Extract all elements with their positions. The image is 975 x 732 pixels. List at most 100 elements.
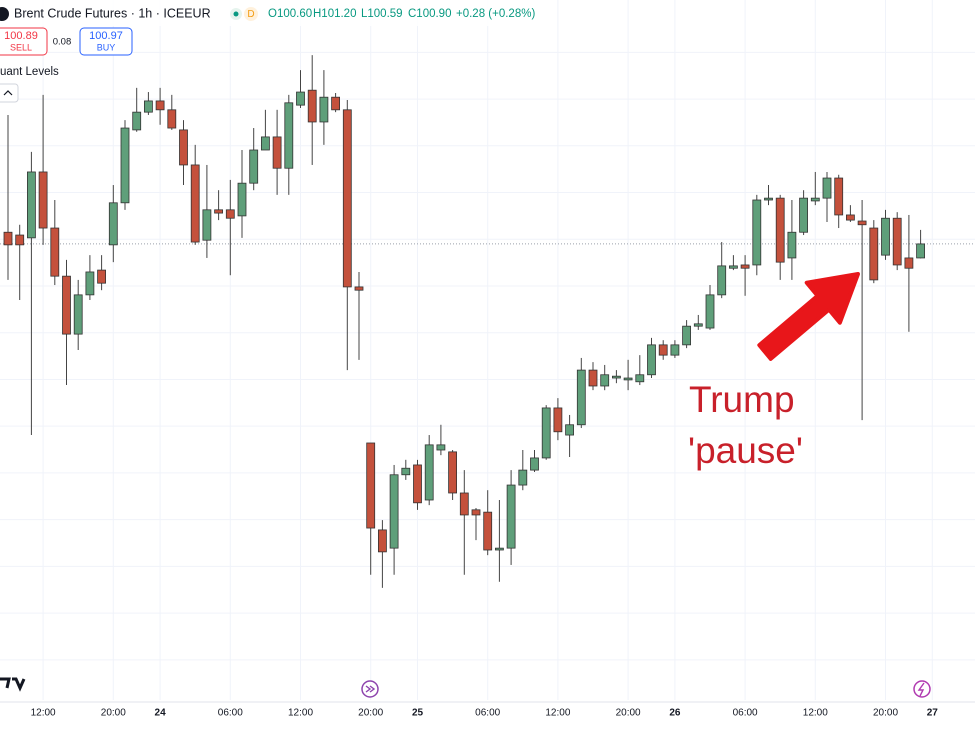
candle-body: [190, 164, 200, 243]
collapse-button[interactable]: [0, 83, 19, 103]
annotation-line: 'pause': [688, 430, 803, 471]
candle-body: [26, 171, 36, 239]
candle-body: [658, 344, 668, 356]
x-tick-label: 12:00: [803, 708, 828, 719]
candle-body: [85, 271, 95, 296]
indicator-name: Quant Levels: [0, 66, 59, 78]
candle-body: [869, 227, 879, 281]
candle-body: [331, 96, 341, 111]
candle-body: [62, 275, 71, 335]
tv-logo: [0, 677, 26, 692]
candle-body: [729, 265, 738, 269]
candle-body: [3, 231, 13, 246]
candle-body: [553, 407, 563, 433]
candle-body: [249, 149, 259, 184]
candle-body: [354, 286, 364, 291]
x-tick-label: 12:00: [545, 708, 570, 719]
sell-button[interactable]: 100.89 SELL: [0, 27, 48, 56]
candle-body: [530, 457, 539, 471]
market-status: D: [247, 9, 254, 20]
candle-body: [179, 129, 188, 166]
candle-body: [541, 407, 551, 459]
candle-body: [810, 197, 820, 202]
candle-body: [132, 111, 142, 131]
candle-body: [471, 509, 481, 516]
ohlc-low: L100.59: [361, 8, 403, 20]
buy-button[interactable]: 100.97 BUY: [79, 27, 133, 56]
x-tick-label: 06:00: [475, 708, 500, 719]
candle-body: [202, 209, 212, 241]
symbol-title: Brent Crude Futures · 1h · ICEEUR: [14, 6, 211, 20]
buy-price[interactable]: 100.97: [89, 30, 123, 42]
candles: [3, 55, 925, 588]
candle-body: [38, 171, 48, 229]
x-tick-label: 27: [927, 708, 939, 719]
candle-body: [787, 231, 797, 259]
candle-body: [600, 374, 610, 387]
collapse-icon[interactable]: [3, 90, 13, 96]
x-tick-label: 26: [669, 708, 681, 719]
candle-body: [846, 214, 855, 221]
header-bg: [0, 0, 540, 26]
candle-body: [377, 529, 387, 553]
event-glyph[interactable]: [365, 685, 376, 693]
candle-body: [272, 136, 282, 169]
event-icon[interactable]: [913, 680, 931, 698]
candle-body: [576, 369, 586, 426]
x-tick-label: 20:00: [616, 708, 641, 719]
ohlc-open: O100.60: [268, 8, 312, 20]
candle-body: [143, 100, 153, 113]
candle-body: [413, 464, 422, 504]
candle-body: [565, 424, 574, 436]
candle-body: [424, 444, 434, 501]
candle-body: [73, 294, 83, 335]
candle-body: [260, 136, 270, 151]
sell-box[interactable]: [0, 27, 48, 56]
x-axis: 12:00 20:00 24 06:00 12:00 20:00 25 06:00 12:00 2…: [31, 708, 939, 719]
candle-body: [647, 344, 656, 376]
ohlc-change: +0.28 (+0.28%): [456, 8, 535, 20]
market-status-badge: [244, 7, 258, 21]
candle-body: [916, 243, 925, 259]
candle-body: [775, 197, 785, 263]
event-circle[interactable]: [913, 680, 931, 698]
x-tick-label: 12:00: [288, 708, 313, 719]
candle-body: [717, 265, 727, 296]
candle-body: [834, 177, 844, 216]
candle-body: [389, 474, 399, 549]
sell-price[interactable]: 100.89: [4, 30, 38, 42]
candle-body: [307, 89, 317, 123]
candle-body: [401, 467, 411, 476]
candle-body: [623, 377, 633, 381]
candle-body: [904, 257, 914, 269]
candle-body: [319, 96, 329, 123]
candle-body: [483, 511, 493, 551]
buy-box[interactable]: [79, 27, 133, 56]
buy-label[interactable]: BUY: [97, 42, 116, 52]
x-tick-label: 25: [412, 708, 424, 719]
x-tick-label: 20:00: [358, 708, 383, 719]
candle-body: [764, 197, 773, 201]
candle-body: [752, 199, 762, 266]
candle-body: [705, 294, 715, 329]
candle-body: [50, 227, 60, 277]
x-tick-label: 20:00: [873, 708, 898, 719]
candle-body: [120, 127, 130, 204]
event-glyph[interactable]: [917, 682, 925, 697]
symbol-logo: [0, 7, 9, 21]
candle-body: [670, 344, 680, 356]
candle-body: [740, 264, 750, 269]
collapse-box[interactable]: [0, 83, 19, 103]
candle-body: [612, 375, 621, 379]
sell-label[interactable]: SELL: [10, 42, 32, 52]
ohlc-high: H101.20: [313, 8, 356, 20]
candle-body: [237, 182, 247, 217]
candle-body: [97, 269, 106, 284]
x-tick-label: 06:00: [218, 708, 243, 719]
event-icon[interactable]: [361, 680, 379, 698]
candle-body: [225, 209, 235, 219]
candle-body: [506, 484, 516, 549]
candle-body: [366, 442, 376, 529]
status-dot: [233, 11, 239, 17]
